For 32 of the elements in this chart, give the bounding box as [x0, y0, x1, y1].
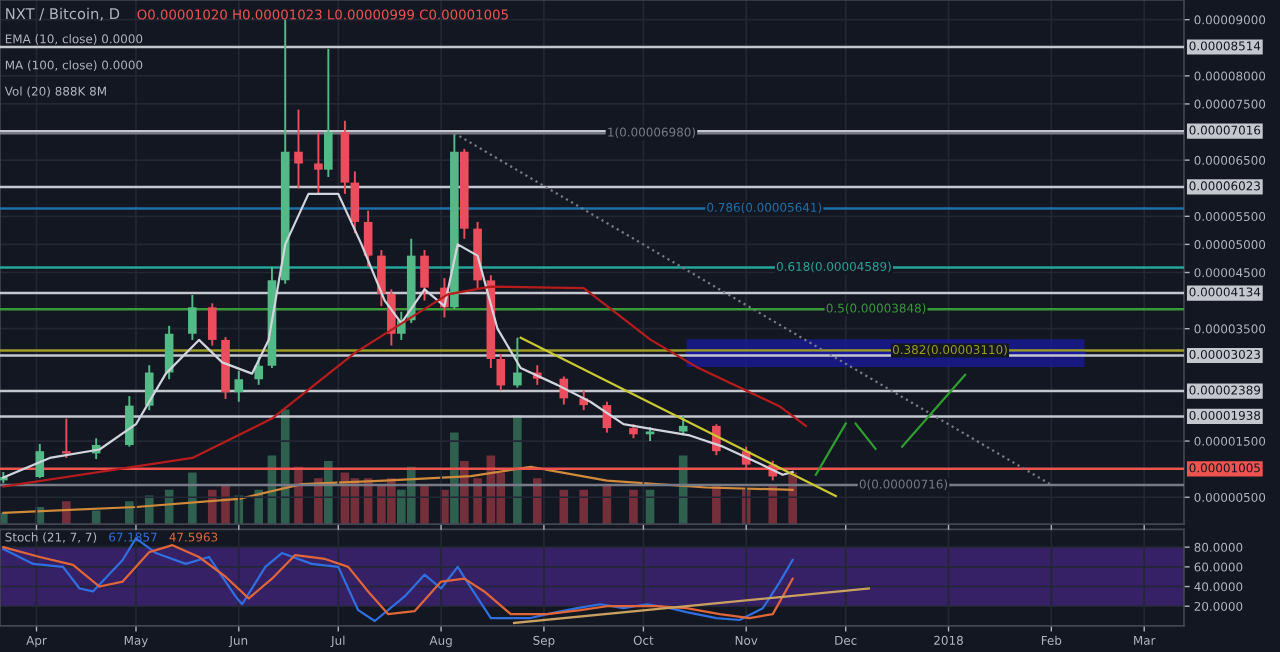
candlestick: [294, 108, 303, 190]
bar: [579, 489, 589, 525]
candlestick: [350, 170, 360, 235]
bar: [377, 484, 386, 525]
bar: [513, 415, 522, 525]
candlestick: [125, 395, 134, 448]
candlestick: [188, 294, 197, 341]
bar: [629, 489, 638, 525]
bar: [678, 455, 688, 525]
candlestick: [496, 353, 506, 392]
candlestick: [324, 47, 333, 178]
bar: [496, 472, 506, 525]
line-series: [2, 285, 808, 488]
candlestick: [144, 364, 154, 412]
candlestick: [234, 369, 244, 403]
bar: [473, 478, 482, 525]
candlestick: [35, 442, 45, 480]
candlestick: [377, 249, 386, 308]
bar: [532, 478, 542, 525]
bar: [125, 501, 134, 525]
bar: [396, 489, 406, 525]
candlestick: [420, 249, 429, 302]
candlestick: [207, 302, 217, 347]
candlestick: [314, 131, 323, 195]
candlestick: [62, 417, 71, 459]
candlestick: [254, 355, 263, 386]
bar: [294, 466, 303, 525]
bar: [62, 501, 71, 525]
bar: [559, 489, 569, 525]
candlestick: [513, 336, 522, 389]
bar: [450, 432, 459, 525]
bar: [420, 484, 429, 525]
